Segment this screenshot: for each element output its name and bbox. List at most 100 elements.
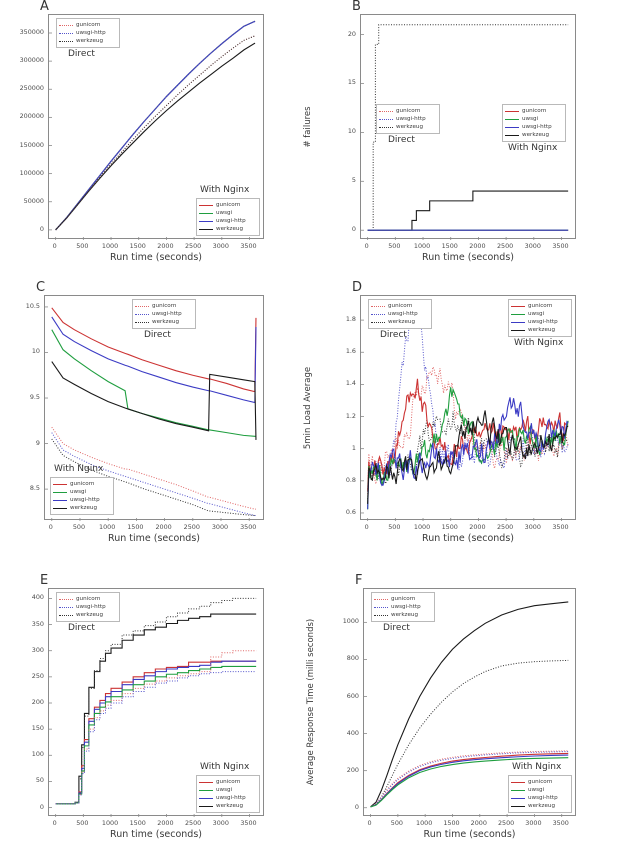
legend-item: gunicorn bbox=[53, 480, 110, 488]
axes-a bbox=[48, 14, 264, 240]
legend-label: werkzeug bbox=[76, 38, 104, 44]
series-line bbox=[55, 660, 257, 805]
series-line bbox=[55, 42, 256, 231]
panel-letter-e: E bbox=[40, 573, 49, 588]
y-tick-label: 150 bbox=[31, 724, 44, 733]
y-tick-label: 5 bbox=[351, 176, 356, 185]
y-tick-label: 300000 bbox=[19, 56, 44, 65]
x-tick-label: 3000 bbox=[524, 523, 541, 531]
legend-swatch-werkzeug bbox=[374, 614, 388, 616]
legend-label: werkzeug bbox=[152, 319, 180, 325]
x-tick-label: 1500 bbox=[443, 819, 460, 827]
x-tick-label: 1500 bbox=[127, 523, 144, 531]
y-tick-label: 250000 bbox=[19, 84, 44, 93]
axes-e bbox=[48, 588, 264, 817]
y-tick-label: 9.5 bbox=[29, 393, 40, 402]
legend-label: werkzeug bbox=[522, 132, 550, 138]
legend-item: werkzeug bbox=[199, 802, 256, 810]
legend-item: uwsgi-http bbox=[505, 123, 562, 131]
y-tick-label: 150000 bbox=[19, 140, 44, 149]
y-axis-label-d: 5min Load Average bbox=[303, 366, 313, 449]
legend-item: gunicorn bbox=[59, 21, 116, 29]
legend-with-nginx-f: gunicorn uwsgi uwsgi-http werkzeug bbox=[508, 775, 572, 813]
x-tick-label: 1000 bbox=[413, 523, 431, 531]
legend-swatch-werkzeug bbox=[135, 321, 149, 323]
plot-area-c bbox=[45, 306, 257, 521]
legend-label: uwsgi-http bbox=[152, 311, 182, 317]
legend-label: uwsgi bbox=[522, 116, 539, 122]
legend-swatch-werkzeug bbox=[379, 126, 393, 128]
x-axis-label-a: Run time (seconds) bbox=[110, 252, 202, 263]
legend-label: uwsgi-http bbox=[388, 311, 418, 317]
legend-swatch-gunicorn bbox=[199, 781, 213, 783]
x-tick-label: 3500 bbox=[552, 523, 569, 531]
legend-label: gunicorn bbox=[396, 108, 421, 114]
y-tick-label: 250 bbox=[31, 671, 44, 680]
legend-direct-d: gunicorn uwsgi-http werkzeug bbox=[368, 299, 432, 329]
y-tick-label: 1 bbox=[351, 443, 356, 452]
y-tick-label: 9 bbox=[35, 438, 40, 447]
legend-group-title-with-nginx: With Nginx bbox=[200, 762, 250, 772]
y-tick-label: 0.8 bbox=[345, 475, 356, 484]
legend-swatch-uwsgi-http bbox=[199, 797, 213, 799]
y-tick-label: 200000 bbox=[19, 112, 44, 121]
legend-swatch-gunicorn bbox=[199, 204, 213, 206]
series-line bbox=[55, 20, 256, 231]
series-line bbox=[370, 751, 569, 808]
legend-direct-c: gunicorn uwsgi-http werkzeug bbox=[132, 299, 196, 329]
legend-with-nginx-b: gunicorn uwsgi uwsgi-http werkzeug bbox=[502, 104, 566, 142]
y-tick-label: 15 bbox=[347, 78, 356, 87]
plot-area-d bbox=[361, 299, 569, 521]
y-tick-label: 0.6 bbox=[345, 507, 356, 516]
legend-label: werkzeug bbox=[216, 803, 244, 809]
legend-label: gunicorn bbox=[216, 779, 241, 785]
y-tick-label: 1.4 bbox=[345, 379, 356, 388]
series-line bbox=[367, 411, 569, 500]
legend-item: uwsgi bbox=[505, 115, 562, 123]
legend-swatch-gunicorn bbox=[371, 305, 385, 307]
x-tick-label: 1500 bbox=[441, 242, 458, 250]
legend-swatch-werkzeug bbox=[59, 614, 73, 616]
legend-item: uwsgi-http bbox=[379, 115, 436, 123]
y-tick-label: 0 bbox=[354, 802, 359, 811]
legend-with-nginx-e: gunicorn uwsgi uwsgi-http werkzeug bbox=[196, 775, 260, 813]
legend-label: uwsgi-http bbox=[528, 795, 558, 801]
legend-item: werkzeug bbox=[371, 318, 428, 326]
legend-swatch-werkzeug bbox=[511, 329, 525, 331]
series-line bbox=[370, 601, 569, 808]
series-line bbox=[367, 387, 569, 510]
x-tick-label: 2000 bbox=[469, 242, 486, 250]
legend-item: werkzeug bbox=[199, 225, 256, 233]
legend-direct-f: gunicorn uwsgi-http werkzeug bbox=[371, 592, 435, 622]
legend-item: werkzeug bbox=[59, 611, 116, 619]
y-tick-label: 100 bbox=[31, 750, 44, 759]
series-line bbox=[55, 650, 257, 805]
series-line bbox=[51, 438, 256, 517]
legend-label: uwsgi bbox=[216, 787, 233, 793]
y-tick-label: 350000 bbox=[19, 28, 44, 36]
legend-label: werkzeug bbox=[76, 612, 104, 618]
series-line bbox=[367, 378, 569, 491]
legend-item: uwsgi bbox=[511, 786, 568, 794]
legend-label: gunicorn bbox=[216, 202, 241, 208]
x-tick-label: 3500 bbox=[552, 819, 569, 827]
legend-label: uwsgi-http bbox=[216, 218, 246, 224]
x-axis-label-b: Run time (seconds) bbox=[422, 252, 514, 263]
x-tick-label: 2000 bbox=[157, 242, 174, 250]
legend-swatch-uwsgi-http bbox=[135, 313, 149, 315]
legend-label: gunicorn bbox=[76, 596, 101, 602]
legend-item: werkzeug bbox=[374, 611, 431, 619]
x-tick-label: 1500 bbox=[129, 819, 146, 827]
legend-with-nginx-d: gunicorn uwsgi uwsgi-http werkzeug bbox=[508, 299, 572, 337]
x-tick-label: 3000 bbox=[525, 819, 542, 827]
y-tick-label: 20 bbox=[347, 29, 356, 38]
series-line bbox=[370, 752, 569, 808]
legend-label: uwsgi-http bbox=[76, 30, 106, 36]
series-line bbox=[367, 397, 569, 510]
y-tick-label: 400 bbox=[346, 728, 359, 737]
legend-swatch-uwsgi-http bbox=[59, 606, 73, 608]
x-tick-label: 1500 bbox=[441, 523, 458, 531]
legend-swatch-uwsgi bbox=[511, 313, 525, 315]
